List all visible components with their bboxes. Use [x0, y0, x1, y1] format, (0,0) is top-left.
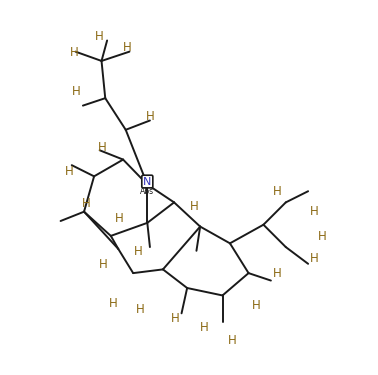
Text: H: H	[109, 297, 118, 310]
Text: H: H	[273, 186, 282, 198]
Text: H: H	[115, 211, 123, 225]
Text: H: H	[136, 303, 145, 316]
Text: H: H	[99, 258, 108, 272]
Text: H: H	[123, 41, 132, 54]
Text: H: H	[171, 312, 180, 325]
Text: H: H	[200, 321, 208, 334]
Text: H: H	[134, 245, 143, 258]
Text: H: H	[70, 46, 79, 59]
Text: H: H	[310, 252, 318, 265]
Text: Abs: Abs	[140, 188, 154, 196]
Text: H: H	[65, 165, 73, 178]
Text: N: N	[143, 177, 152, 186]
Text: H: H	[146, 110, 154, 123]
Text: H: H	[253, 299, 261, 312]
Text: H: H	[318, 230, 327, 243]
Text: H: H	[95, 30, 104, 43]
Text: H: H	[72, 85, 81, 98]
Text: H: H	[228, 334, 236, 346]
Text: H: H	[190, 200, 198, 213]
Text: H: H	[273, 267, 281, 280]
Text: H: H	[82, 196, 91, 210]
Text: H: H	[98, 141, 106, 154]
Text: H: H	[310, 205, 318, 218]
